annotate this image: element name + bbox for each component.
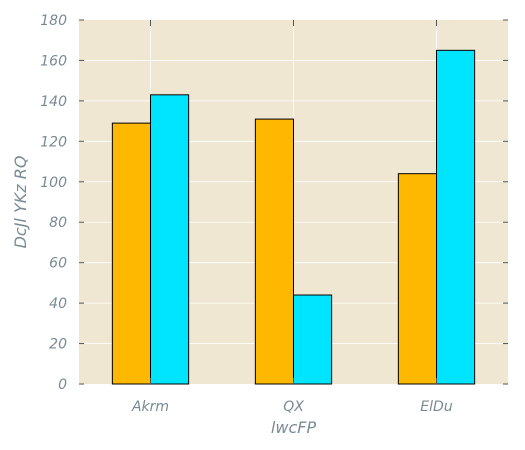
bar-QX-2 — [293, 294, 333, 385]
y-tick-label: 120 — [40, 134, 67, 150]
bar-ElDu-1 — [397, 173, 438, 385]
y-tick-label: 80 — [49, 215, 67, 231]
x-axis-label: lwcFP — [271, 418, 317, 437]
y-axis-label: DcJl YKz RQ — [11, 156, 30, 249]
y-tick-label: 100 — [40, 175, 67, 191]
x-tick-labels: Akrm QX ElDu — [131, 399, 453, 415]
x-tick-label: ElDu — [420, 399, 453, 415]
tick-marks — [79, 19, 508, 385]
y-tick-label: 160 — [40, 53, 67, 69]
y-tick-label: 60 — [49, 256, 67, 272]
y-tick-label: 20 — [49, 337, 67, 353]
bar-Akrm-1 — [111, 122, 151, 385]
bars — [111, 49, 476, 385]
bar-QX-1 — [254, 118, 294, 385]
bar-ElDu-2 — [436, 49, 476, 385]
y-tick-label: 0 — [58, 377, 67, 393]
x-tick-label: Akrm — [131, 399, 169, 415]
y-tick-label: 140 — [40, 94, 67, 110]
y-tick-labels: 0 20 40 60 80 100 120 140 160 180 — [40, 13, 67, 393]
bar-Akrm-2 — [150, 94, 190, 385]
y-tick-label: 180 — [40, 13, 67, 29]
y-tick-label: 40 — [49, 296, 67, 312]
x-tick-label: QX — [283, 399, 304, 415]
